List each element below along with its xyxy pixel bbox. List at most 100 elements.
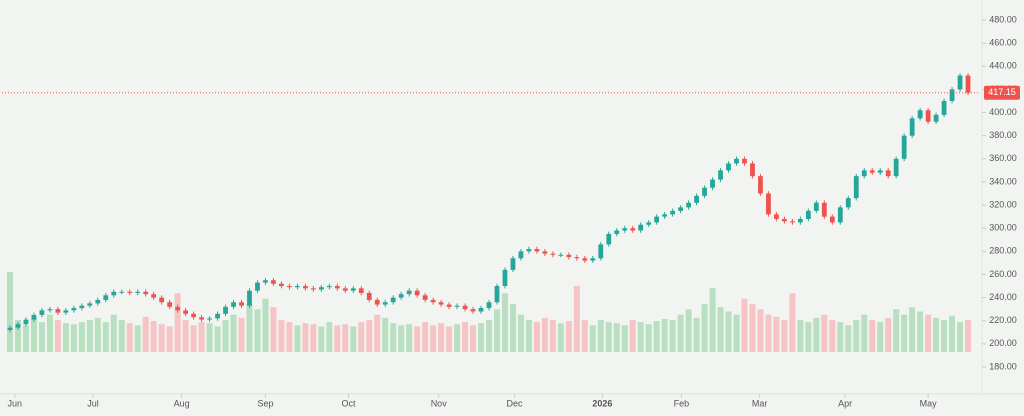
candle-body [782,218,787,222]
volume-bar [406,324,413,352]
volume-bar [749,304,756,352]
volume-bar [278,320,285,352]
candle-body [670,210,676,215]
candle-body [845,198,851,208]
y-tick-label: 460.00 [989,38,1017,48]
volume-bar [302,323,309,352]
candle-body [901,135,907,159]
volume-bar [509,304,516,352]
volume-bar [198,322,205,352]
volume-bar [845,325,852,352]
candle-body [869,170,875,173]
candle-body [279,283,284,287]
candle-body [654,216,660,223]
candle-body [23,319,29,325]
candle-body [526,249,532,252]
x-tick-label: May [920,398,938,408]
y-tick-label: 400.00 [989,107,1017,117]
volume-bar [166,326,173,352]
volume-bar [725,311,732,352]
volume-bar [925,314,932,352]
volume-bar [390,323,397,352]
volume-bar [38,322,45,352]
volume-bar [861,314,868,352]
y-tick-label: 180.00 [989,361,1017,371]
candle-body [502,269,508,287]
volume-bar [318,326,325,352]
candle-body [510,258,516,270]
volume-bar [965,320,972,352]
candle-body [797,218,803,223]
candle-body [678,207,684,211]
volume-bar [430,325,437,352]
volume-bar [621,325,628,352]
candle-body [438,302,444,305]
candle-body [702,187,707,196]
candle-body [111,291,117,296]
volume-bar [541,317,548,352]
volume-bar [382,317,389,352]
candle-body [310,288,316,290]
volume-bar [877,322,884,352]
volume-bar [478,323,485,352]
volume-bar [142,316,149,352]
candle-body [885,170,891,177]
x-tick-label: Feb [674,398,690,408]
volume-bar [917,311,924,352]
candle-body [750,163,755,177]
candle-body [191,313,197,318]
candle-body [574,257,580,259]
volume-bar [533,322,540,352]
candle-body [239,302,244,306]
candle-body [374,299,380,305]
volume-bar [837,322,844,352]
volume-bar [805,322,812,352]
candle-body [837,207,843,223]
volume-bar [94,317,101,352]
volume-bar [422,322,429,352]
candle-body [694,195,699,203]
candle-body [494,286,500,303]
candle-body [255,282,260,291]
volume-bar [829,320,836,352]
volume-bar [174,293,181,352]
volume-bar [14,320,21,352]
volume-bar [190,325,197,352]
y-tick-label: 260.00 [989,269,1017,279]
volume-bar [262,298,269,352]
volume-bar [30,317,37,352]
volume-bar [677,314,684,352]
volume-bar [158,324,165,352]
candle-body [590,258,596,261]
candle-body [829,216,835,223]
candle-body [789,221,795,223]
volume-bar [462,322,469,352]
volume-bar [438,323,445,352]
volume-bar [949,315,956,352]
volume-bar [797,320,804,352]
volume-bar [941,320,948,352]
candle-body [534,249,540,252]
candle-body [231,302,236,307]
candle-body [390,297,396,303]
candle-body [614,230,620,234]
x-tick-label: Apr [838,398,852,408]
volume-bar [821,314,828,352]
candle-body [917,110,923,119]
volume-bar [733,314,740,352]
candle-body [366,292,372,300]
x-tick-label: Mar [752,398,768,408]
candle-body [15,324,21,328]
candle-body [710,179,715,188]
volume-bar [661,318,668,352]
candle-body [686,202,691,208]
volume-bar [246,304,253,352]
x-tick-label: Jul [87,398,99,408]
volume-bar [613,323,620,352]
candle-body [103,295,109,300]
volume-bar [517,314,524,352]
candle-body [558,254,564,256]
volume-bar [581,320,588,352]
y-tick-label: 440.00 [989,61,1017,71]
